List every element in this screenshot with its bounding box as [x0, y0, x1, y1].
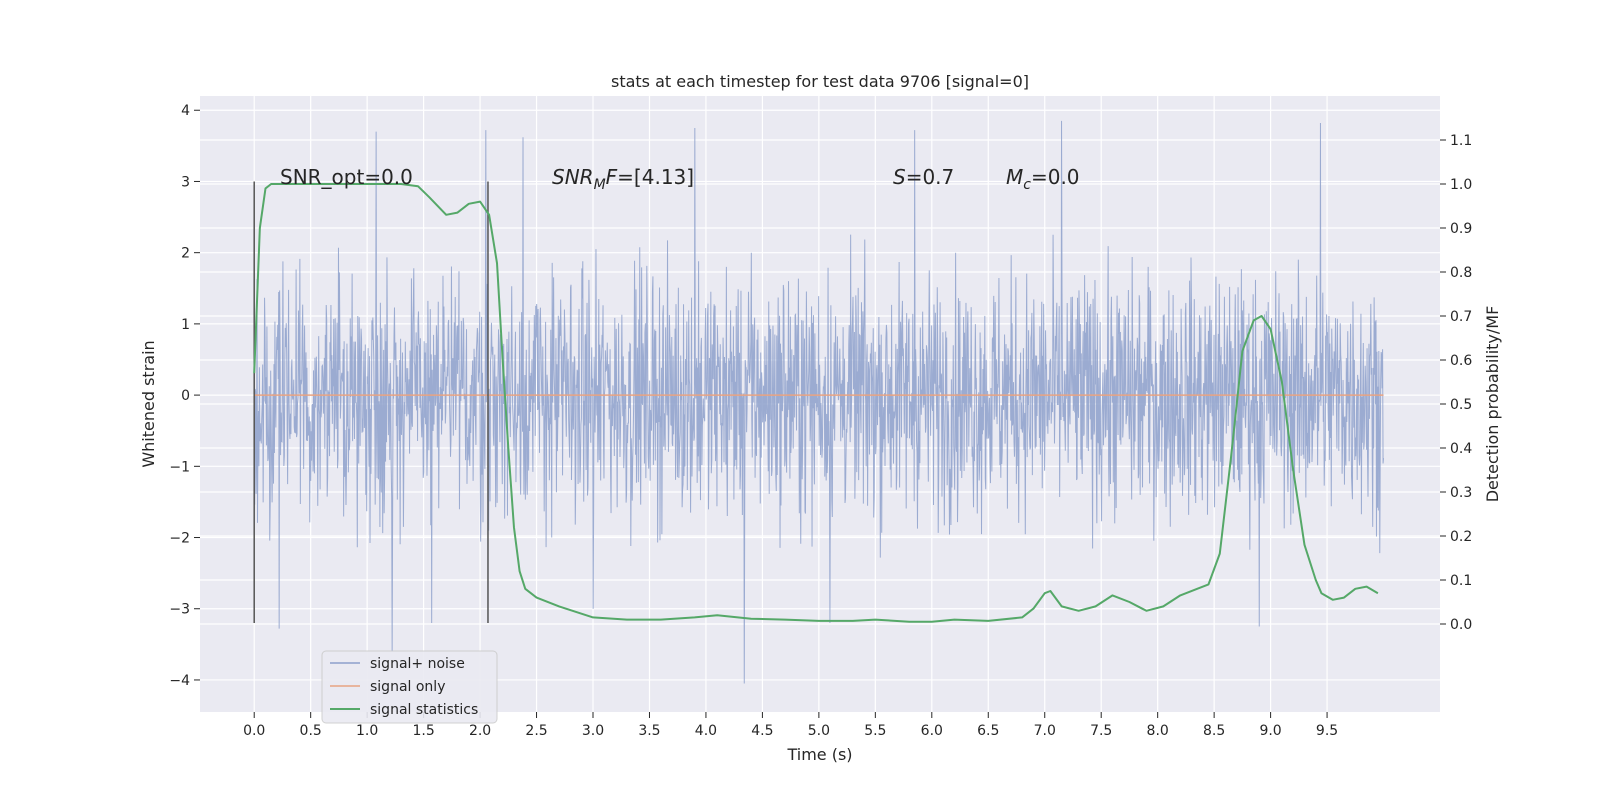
y2-tick-label: 0.4 — [1450, 441, 1472, 457]
y-tick-label: 2 — [181, 246, 190, 262]
legend-label-signal-only: signal only — [370, 679, 445, 695]
x-tick-label: 4.5 — [751, 723, 773, 739]
s-value: =0.7 — [906, 165, 955, 189]
x-tick-label: 1.0 — [356, 723, 378, 739]
y2-tick-label: 0.2 — [1450, 529, 1472, 545]
mc-name: M — [1006, 165, 1023, 189]
legend: signal+ noise signal only signal statist… — [321, 650, 498, 724]
x-tick-label: 3.0 — [582, 723, 604, 739]
x-axis-label: Time (s) — [786, 745, 852, 764]
x-tick-label: 8.0 — [1147, 723, 1169, 739]
x-tick-label: 5.5 — [864, 723, 886, 739]
x-tick-label: 9.0 — [1259, 723, 1281, 739]
x-tick-label: 4.0 — [695, 723, 717, 739]
x-tick-label: 7.0 — [1034, 723, 1056, 739]
x-tick-label: 6.0 — [921, 723, 943, 739]
mc-value: =0.0 — [1031, 165, 1080, 189]
y2-axis-label: Detection probability/MF — [1483, 306, 1502, 503]
x-tick-label: 9.5 — [1316, 723, 1338, 739]
x-tick-label: 0.5 — [300, 723, 322, 739]
legend-box — [321, 650, 498, 724]
x-tick-label: 2.0 — [469, 723, 491, 739]
y-tick-label: 3 — [181, 174, 190, 190]
x-tick-label: 1.5 — [412, 723, 434, 739]
y2-tick-label: 0.5 — [1450, 397, 1472, 413]
annotation-snr-mf: SNRMF=[4.13] — [552, 165, 694, 193]
x-tick-label: 6.5 — [977, 723, 999, 739]
signal-noise-line — [253, 120, 1385, 684]
y2-tick-label: 0.0 — [1450, 617, 1472, 633]
x-tick-label: 8.5 — [1203, 723, 1225, 739]
y2-axis-ticks: 0.0 0.1 0.2 0.3 0.4 0.5 0.6 0.7 0.8 0.9 1.0 1.1 — [1440, 133, 1472, 633]
x-tick-label: 0.0 — [243, 723, 265, 739]
signal-noise-series — [253, 120, 1385, 684]
vertical-markers — [253, 181, 489, 623]
y-tick-label: −2 — [169, 531, 190, 547]
annotation-s: S=0.7 — [893, 165, 954, 189]
y2-tick-label: 0.1 — [1450, 573, 1472, 589]
signal-statistics-line — [253, 183, 1379, 623]
snr-mf-name: SNR — [552, 165, 594, 189]
y2-tick-label: 1.0 — [1450, 177, 1472, 193]
mc-sub: c — [1023, 177, 1031, 193]
y-tick-label: 1 — [181, 317, 190, 333]
legend-label-signal-noise: signal+ noise — [370, 656, 465, 672]
y2-tick-label: 0.3 — [1450, 485, 1472, 501]
y2-tick-label: 1.1 — [1450, 133, 1472, 149]
s-name: S — [893, 165, 906, 189]
y-axis-label: Whitened strain — [139, 340, 158, 467]
x-tick-label: 2.5 — [525, 723, 547, 739]
chart-title: stats at each timestep for test data 970… — [611, 72, 1029, 91]
snr-mf-sub: M — [594, 177, 606, 193]
y2-tick-label: 0.7 — [1450, 309, 1472, 325]
y2-tick-label: 0.9 — [1450, 221, 1472, 237]
legend-label-signal-statistics: signal statistics — [370, 702, 478, 718]
y-tick-label: 0 — [181, 388, 190, 404]
x-tick-label: 7.5 — [1090, 723, 1112, 739]
snr-mf-value: =[4.13] — [617, 165, 694, 189]
annotation-mc: Mc=0.0 — [1006, 165, 1080, 193]
y-tick-label: −4 — [169, 673, 190, 689]
y-tick-label: 4 — [181, 103, 190, 119]
y-tick-label: −3 — [169, 602, 190, 618]
snr-mf-tail: F — [606, 165, 618, 189]
y-tick-label: −1 — [169, 459, 190, 475]
signal-statistics-series — [253, 183, 1379, 623]
annotation-snr-opt: SNR_opt=0.0 — [280, 165, 413, 189]
x-tick-label: 5.0 — [808, 723, 830, 739]
y2-tick-label: 0.6 — [1450, 353, 1472, 369]
y-axis-ticks: −4 −3 −2 −1 0 1 2 3 4 — [169, 103, 200, 689]
y2-tick-label: 0.8 — [1450, 265, 1472, 281]
x-axis-ticks: 0.0 0.5 1.0 1.5 2.0 2.5 3.0 3.5 4.0 4.5 5.0 5.5 6.0 6… — [243, 712, 1338, 739]
x-tick-label: 3.5 — [638, 723, 660, 739]
